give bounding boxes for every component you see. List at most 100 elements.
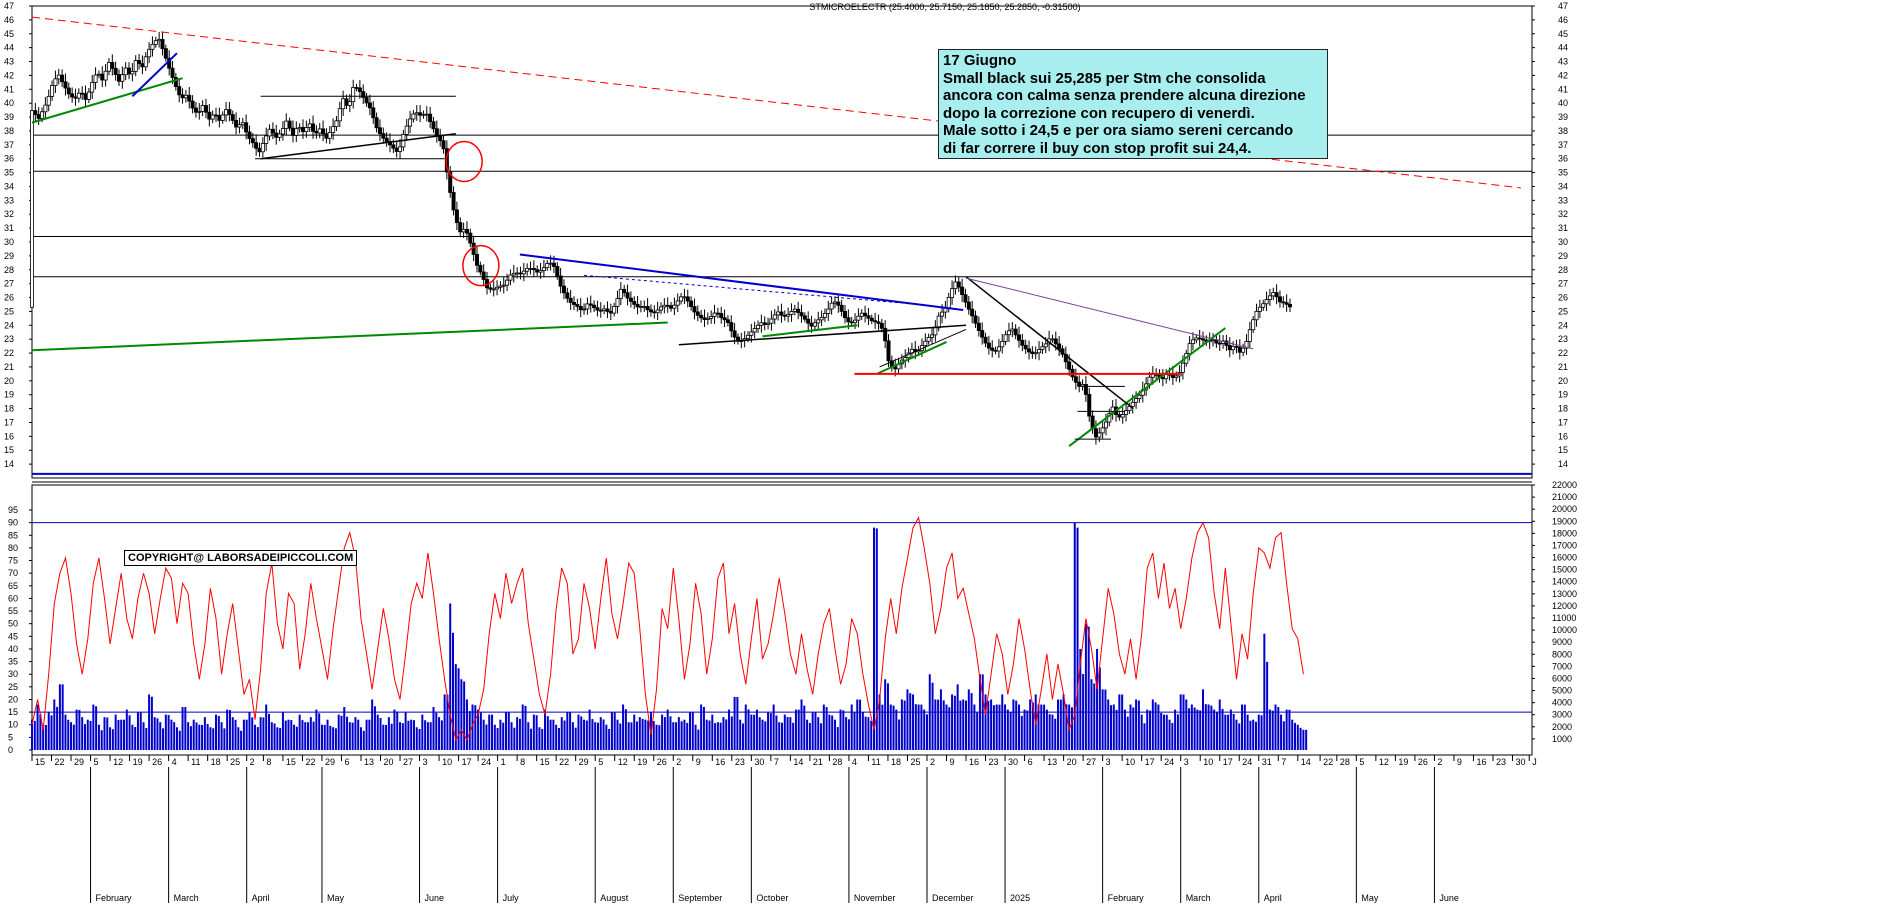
candle-body: [996, 346, 1001, 352]
price-ytick-label-right: 23: [1558, 334, 1568, 344]
candle-body: [792, 308, 797, 312]
candle-body: [337, 108, 342, 122]
x-day-label: 29: [74, 757, 84, 767]
candle-body: [214, 114, 219, 117]
candle-body: [1130, 401, 1135, 407]
candle-body: [93, 74, 98, 83]
x-day-label: 16: [715, 757, 725, 767]
candle-body: [1117, 414, 1122, 418]
candle-body: [702, 317, 707, 320]
candle-body: [341, 98, 346, 110]
price-ytick-label-right: 14: [1558, 459, 1568, 469]
candle-body: [1033, 352, 1038, 355]
price-ytick-label-right: 15: [1558, 445, 1568, 455]
x-day-label: 6: [1028, 757, 1033, 767]
candle-body: [73, 96, 78, 99]
candle-body: [29, 110, 34, 308]
x-day-label: 2: [930, 757, 935, 767]
trendline-green: [31, 321, 668, 352]
candle-body: [789, 311, 794, 315]
trendline-purple: [965, 277, 1254, 350]
candle-body: [260, 143, 265, 153]
indicator-ytick-label-right: 21000: [1552, 492, 1577, 502]
candle-body: [267, 128, 272, 137]
candle-body: [983, 336, 988, 344]
candle-body: [923, 340, 928, 346]
candle-body: [344, 98, 349, 106]
candle-body: [247, 131, 252, 139]
x-day-label: 7: [774, 757, 779, 767]
candle-body: [950, 288, 955, 298]
candle-body: [963, 294, 968, 303]
candle-body: [1006, 330, 1011, 336]
candle-body: [140, 63, 145, 68]
x-day-label: 20: [384, 757, 394, 767]
candle-body: [869, 317, 874, 322]
x-month-label: July: [503, 893, 520, 903]
indicator-ytick-label-right: 1000: [1552, 734, 1572, 744]
candle-body: [274, 132, 279, 138]
candle-body: [183, 94, 188, 99]
candle-body: [103, 70, 108, 81]
x-day-label: 26: [152, 757, 162, 767]
candle-body: [863, 312, 868, 317]
candle-body: [498, 285, 503, 288]
candle-body: [505, 279, 510, 286]
candle-body: [1227, 345, 1232, 351]
x-day-label: 27: [403, 757, 413, 767]
candle-body: [66, 87, 71, 95]
candle-body: [960, 286, 965, 296]
candle-body: [883, 327, 888, 342]
candle-body: [1287, 303, 1292, 308]
price-ytick-label-left: 34: [4, 181, 14, 191]
candle-body: [1023, 344, 1028, 350]
x-day-label: 26: [657, 757, 667, 767]
candle-body: [177, 86, 182, 96]
x-day-label: 12: [618, 757, 628, 767]
candle-body: [675, 300, 680, 306]
x-month-label: October: [756, 893, 788, 903]
price-ytick-label-left: 26: [4, 293, 14, 303]
candle-body: [1100, 427, 1105, 434]
candle-body: [588, 303, 593, 306]
copyright-label: COPYRIGHT@ LABORSADEIPICCOLI.COM: [124, 550, 358, 566]
candle-body: [822, 313, 827, 318]
indicator-ytick-label-left: 5: [8, 732, 13, 742]
candle-body: [535, 269, 540, 273]
candle-body: [926, 336, 931, 342]
candle-body: [451, 192, 456, 211]
trendline-red_dashed: [31, 16, 1521, 189]
candle-body: [605, 308, 610, 312]
indicator-ytick-label-right: 15000: [1552, 565, 1577, 575]
candle-body: [528, 267, 533, 270]
trendline-black: [260, 132, 456, 160]
indicator-ytick-label-right: 19000: [1552, 516, 1577, 526]
candle-body: [234, 119, 239, 128]
x-day-label: 24: [1242, 757, 1252, 767]
candle-body: [816, 319, 821, 324]
candle-body: [157, 39, 162, 42]
candle-body: [224, 109, 229, 116]
candle-body: [448, 171, 453, 193]
candle-body: [1234, 345, 1239, 348]
indicator-ytick-label-right: 20000: [1552, 504, 1577, 514]
candle-body: [715, 312, 720, 315]
candle-body: [1281, 301, 1286, 304]
x-day-label: 22: [305, 757, 315, 767]
candle-body: [33, 110, 38, 115]
price-ytick-label-right: 45: [1558, 29, 1568, 39]
candle-body: [391, 144, 396, 149]
price-ytick-label-left: 37: [4, 140, 14, 150]
trendline-blue: [519, 253, 964, 312]
candle-body: [652, 311, 657, 314]
candle-body: [1274, 292, 1279, 298]
candle-body: [367, 102, 372, 109]
candle-body: [150, 43, 155, 50]
candle-body: [973, 315, 978, 324]
price-ytick-label-right: 21: [1558, 362, 1568, 372]
candle-body: [1043, 343, 1048, 348]
price-ytick-label-right: 18: [1558, 404, 1568, 414]
price-ytick-label-left: 27: [4, 279, 14, 289]
candle-body: [153, 40, 158, 45]
candle-body: [635, 303, 640, 308]
